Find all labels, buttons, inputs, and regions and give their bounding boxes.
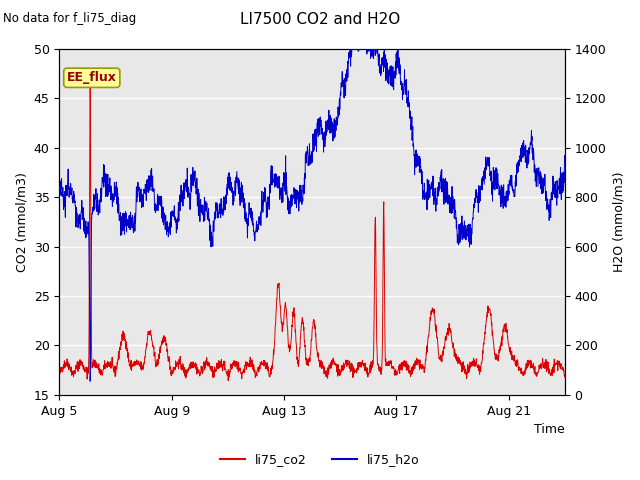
Y-axis label: H2O (mmol/m3): H2O (mmol/m3) [612, 172, 625, 272]
Text: EE_flux: EE_flux [67, 72, 116, 84]
X-axis label: Time: Time [534, 423, 565, 436]
Text: LI7500 CO2 and H2O: LI7500 CO2 and H2O [240, 12, 400, 27]
Y-axis label: CO2 (mmol/m3): CO2 (mmol/m3) [15, 172, 28, 272]
Text: No data for f_li75_diag: No data for f_li75_diag [3, 12, 136, 25]
Legend: li75_co2, li75_h2o: li75_co2, li75_h2o [215, 448, 425, 471]
